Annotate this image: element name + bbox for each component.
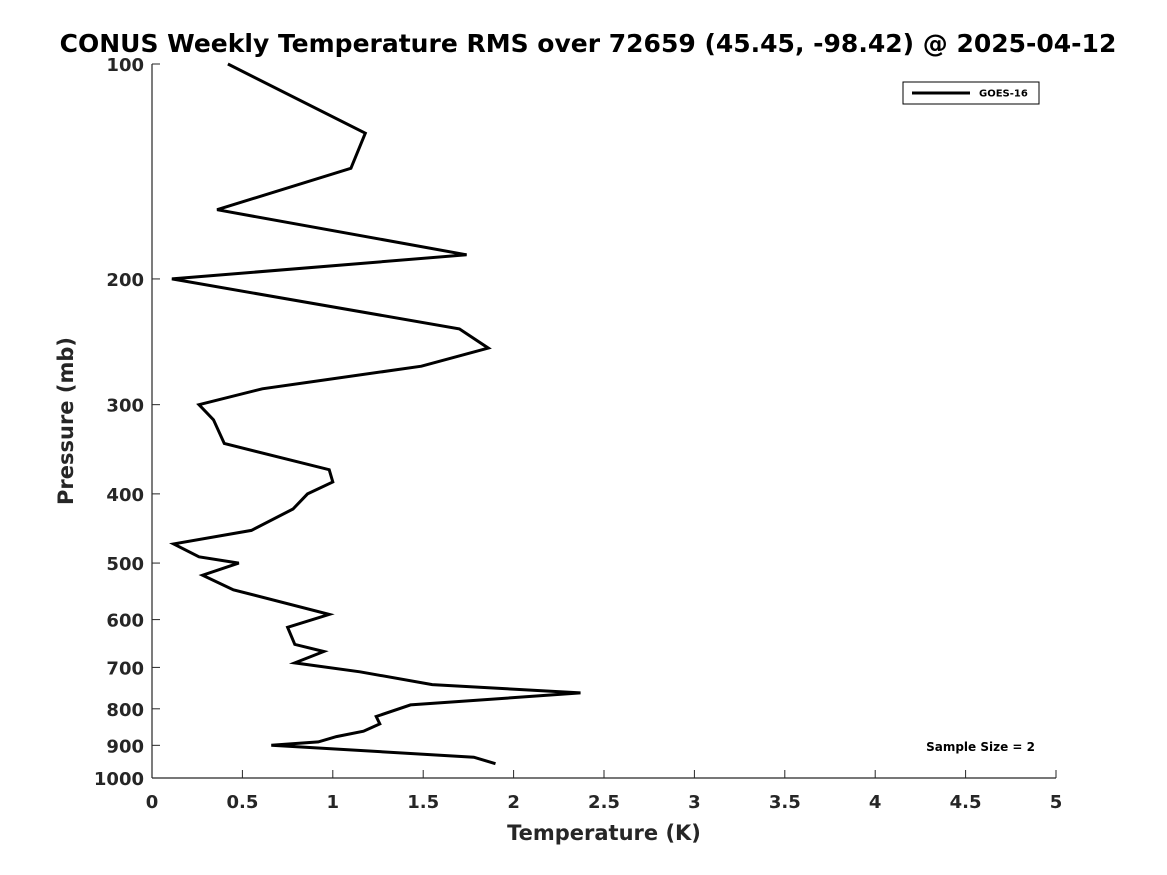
x-tick-label: 0 xyxy=(146,792,159,813)
legend: GOES-16 xyxy=(902,81,1040,105)
y-tick-label: 700 xyxy=(106,658,144,679)
x-tick-label: 2 xyxy=(507,792,520,813)
y-tick-label: 900 xyxy=(106,736,144,757)
y-tick-label: 500 xyxy=(106,554,144,575)
x-tick-label: 3.5 xyxy=(769,792,801,813)
legend-label: GOES-16 xyxy=(979,89,1028,100)
x-tick-label: 5 xyxy=(1050,792,1063,813)
y-tick-label: 1000 xyxy=(94,769,144,790)
x-tick-label: 0.5 xyxy=(226,792,258,813)
x-tick-label: 3 xyxy=(688,792,701,813)
y-ticks: 100 200 300 400 500 600 700 800 900 1000 xyxy=(94,55,160,790)
y-tick-label: 400 xyxy=(106,485,144,506)
y-tick-label: 100 xyxy=(106,55,144,76)
x-tick-label: 4 xyxy=(869,792,882,813)
x-tick-label: 4.5 xyxy=(950,792,982,813)
legend-box xyxy=(902,81,1040,105)
x-tick-label: 1 xyxy=(327,792,340,813)
y-tick-label: 600 xyxy=(106,611,144,632)
x-tick-label: 2.5 xyxy=(588,792,620,813)
y-tick-label: 800 xyxy=(106,700,144,721)
chart-title: CONUS Weekly Temperature RMS over 72659 … xyxy=(60,29,1117,58)
y-tick-label: 200 xyxy=(106,270,144,291)
y-tick-label: 300 xyxy=(106,396,144,417)
x-ticks: 0 0.5 1 1.5 2 2.5 3 3.5 4 4.5 5 xyxy=(146,770,1063,813)
x-axis-label: Temperature (K) xyxy=(507,821,701,845)
series-line-0 xyxy=(169,62,581,766)
series-layer xyxy=(169,62,581,766)
plot-area xyxy=(151,64,1056,779)
y-axis-label: Pressure (mb) xyxy=(54,337,78,505)
sample-size-annotation: Sample Size = 2 xyxy=(926,740,1035,754)
x-tick-label: 1.5 xyxy=(407,792,439,813)
